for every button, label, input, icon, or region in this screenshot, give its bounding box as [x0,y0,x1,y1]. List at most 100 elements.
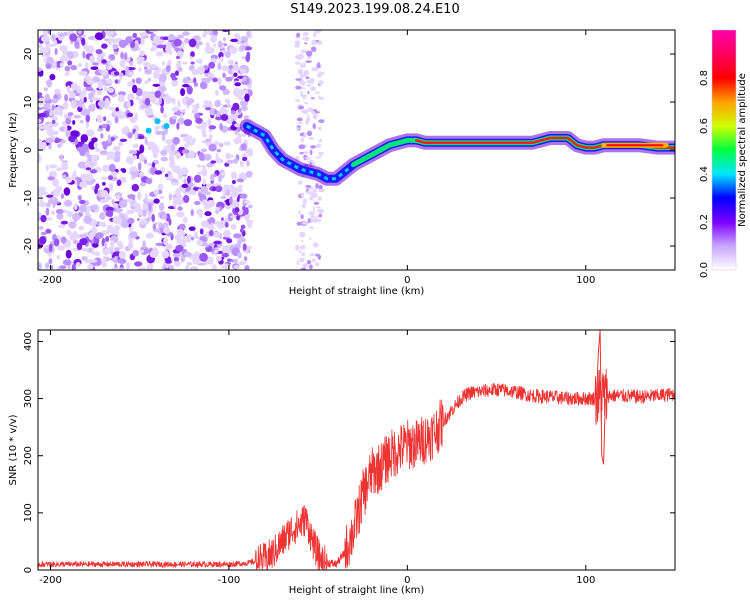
noise-blob [118,243,124,250]
noise-blob [65,176,73,184]
noise-blob [317,126,322,131]
noise-blob [103,242,108,248]
noise-blob [160,81,166,86]
noise-blob [190,236,195,241]
noise-blob [305,60,312,63]
y-tick-label: 400 [23,332,34,351]
noise-blob [237,107,242,114]
noise-blob [46,128,55,136]
noise-blob [171,106,180,112]
noise-blob [70,99,77,109]
noise-blob [53,88,62,94]
noise-blob [233,72,238,77]
noise-blob [64,199,73,207]
noise-blob [73,203,78,211]
noise-blob [174,47,183,52]
noise-blob [45,62,52,70]
noise-blob [230,215,238,219]
noise-blob [212,77,218,83]
noise-blob [108,163,116,172]
noise-blob [174,70,179,76]
noise-blob [196,240,204,246]
noise-blob [318,96,324,101]
noise-blob [223,188,226,197]
noise-blob [298,105,304,110]
noise-blob [88,259,98,263]
noise-blob [177,99,181,108]
noise-blob [176,170,181,175]
noise-blob [49,110,53,117]
noise-blob [48,258,53,265]
noise-blob [214,221,222,226]
noise-blob [106,209,114,218]
noise-blob [219,85,227,91]
noise-blob [121,168,127,173]
noise-blob [302,198,307,204]
noise-blob [142,202,149,212]
noise-blob [225,205,232,210]
noise-blob [132,249,140,257]
noise-blob [138,171,145,177]
y-tick-label: 0 [23,147,34,153]
noise-blob [54,48,58,55]
noise-blob [43,87,49,91]
noise-blob [80,134,89,143]
noise-blob [63,187,71,196]
noise-blob [72,213,81,221]
noise-blob [84,159,90,167]
noise-blob [178,223,186,230]
noise-blob [158,73,167,83]
noise-blob [132,143,139,149]
noise-blob [130,41,136,49]
noise-blob [186,99,192,106]
noise-blob [138,67,142,72]
noise-blob [67,112,74,116]
noise-blob [208,125,217,130]
noise-blob [111,199,115,205]
noise-blob [56,245,65,251]
noise-blob [102,248,111,255]
noise-blob [237,132,241,140]
noise-blob [60,139,66,144]
noise-blob [156,44,166,49]
noise-blob [231,259,234,263]
noise-blob [149,30,158,33]
noise-blob [306,260,312,265]
noise-blob [118,72,124,77]
noise-blob [88,231,95,241]
y-tick-label: -20 [23,238,34,254]
noise-blob [183,119,193,127]
noise-blob [300,152,304,155]
noise-blob [225,76,233,82]
noise-blob [89,204,98,211]
x-tick-label: -100 [218,575,241,586]
noise-blob [49,73,56,81]
noise-blob [217,40,223,49]
noise-blob [148,202,152,212]
noise-blob [315,156,322,159]
noise-blob [118,39,127,48]
noise-blob [309,237,312,240]
noise-blob [296,117,303,122]
noise-blob [295,54,302,60]
noise-blob [222,72,227,79]
noise-blob [102,255,107,263]
noise-blob [38,140,44,149]
noise-blob [85,78,92,83]
noise-blob [208,133,213,141]
noise-blob [114,247,120,252]
noise-blob [179,108,187,113]
noise-blob [204,46,214,55]
noise-blob [200,148,208,153]
noise-blob [64,94,69,102]
noise-blob [96,116,104,123]
noise-blob [79,120,84,124]
noise-blob [301,62,306,68]
noise-blob [186,105,190,109]
noise-blob [300,137,304,143]
colorbar-tick-label: 0.8 [699,70,710,86]
noise-blob [155,130,163,136]
noise-blob [197,67,200,75]
noise-blob [318,119,325,123]
noise-blob [173,38,182,47]
